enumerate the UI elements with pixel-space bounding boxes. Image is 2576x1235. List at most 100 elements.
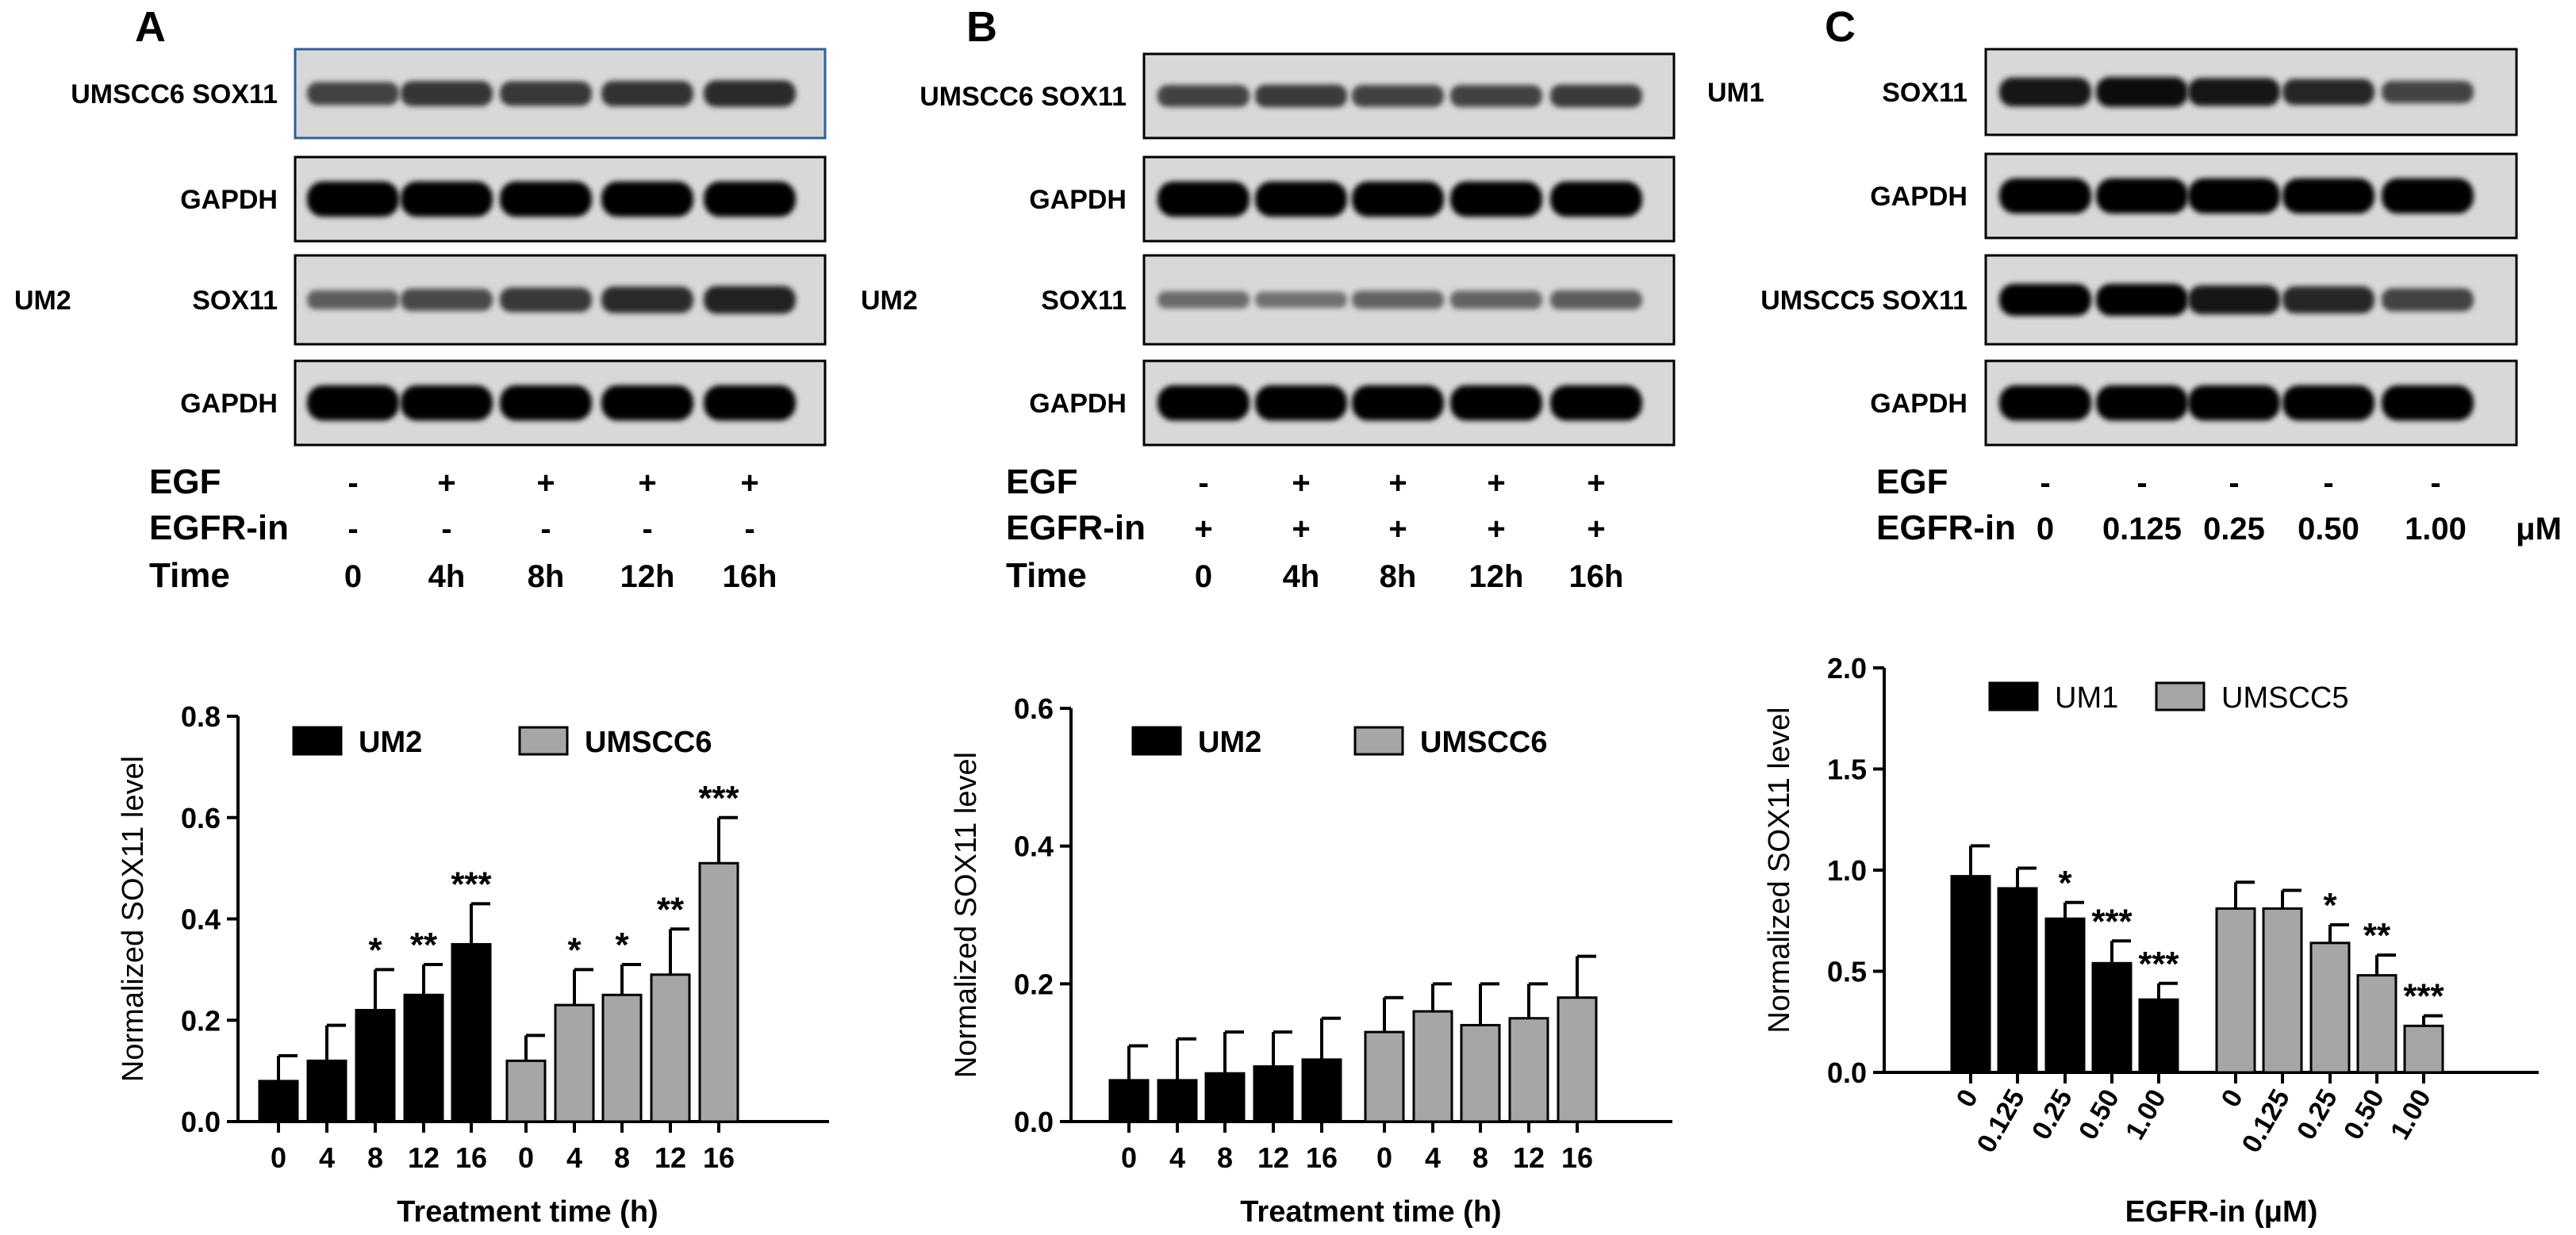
blot-band bbox=[307, 82, 399, 105]
condition-value: 1.00 bbox=[2405, 512, 2467, 547]
bar bbox=[2091, 961, 2133, 1074]
y-tick-label: 0.6 bbox=[1014, 692, 1054, 725]
blot-row: GAPDH bbox=[1029, 155, 1676, 243]
x-tick-label: 0 bbox=[518, 1141, 534, 1174]
blot-protein-label: GAPDH bbox=[1870, 182, 1968, 212]
blot-band bbox=[2282, 286, 2374, 314]
blot-protein-label: SOX11 bbox=[1041, 286, 1127, 316]
blot-band bbox=[401, 385, 493, 421]
blot-band bbox=[401, 289, 493, 311]
significance-mark: *** bbox=[2138, 945, 2179, 984]
blot-band bbox=[2096, 178, 2188, 214]
bar bbox=[1412, 1010, 1453, 1123]
blot-protein-label: GAPDH bbox=[180, 389, 278, 419]
blot-band bbox=[1352, 290, 1444, 309]
x-tick-label: 0 bbox=[2216, 1084, 2249, 1112]
blot-band bbox=[500, 287, 592, 313]
bar bbox=[306, 1059, 347, 1123]
condition-value: - bbox=[744, 512, 754, 547]
bar bbox=[1108, 1079, 1150, 1123]
blot-protein-label: UMSCC6 SOX11 bbox=[71, 79, 278, 109]
bar bbox=[1557, 996, 1598, 1123]
y-tick-label: 0.0 bbox=[181, 1106, 221, 1138]
bar bbox=[650, 973, 691, 1123]
blot-band bbox=[1550, 84, 1642, 108]
condition-value: 0 bbox=[2037, 512, 2054, 547]
condition-value: + bbox=[1388, 512, 1407, 547]
condition-row: Time 0 4h 8h 12h 16h bbox=[149, 556, 777, 595]
bar bbox=[2262, 907, 2303, 1074]
x-axis-label: EGFR-in (μM) bbox=[2125, 1195, 2318, 1229]
bar-chart-3: 0.0 0.5 1.0 1.5 2.0 Normalized SOX11 level EGF… bbox=[1763, 652, 2539, 1229]
condition-value: + bbox=[1587, 512, 1605, 547]
significance-mark: *** bbox=[698, 779, 739, 818]
condition-label: EGF bbox=[149, 462, 221, 501]
condition-value: + bbox=[536, 466, 555, 501]
condition-value: + bbox=[1388, 466, 1407, 501]
condition-value: + bbox=[437, 466, 455, 501]
condition-value: 0 bbox=[1195, 559, 1212, 594]
blot-band bbox=[1999, 77, 2091, 107]
condition-value: + bbox=[740, 466, 758, 501]
series-umscc6: 0 4 8 12 16 bbox=[1364, 954, 1598, 1174]
bar bbox=[505, 1059, 547, 1123]
blot-row: UMSCC6 SOX11 bbox=[919, 52, 1676, 140]
legend-swatch bbox=[1131, 726, 1182, 756]
x-tick-label: 8 bbox=[614, 1141, 630, 1174]
bar bbox=[1508, 1017, 1549, 1123]
blot-cell-label: UM2 bbox=[14, 286, 71, 316]
x-tick-label: 0 bbox=[1376, 1141, 1392, 1174]
blot-band bbox=[307, 385, 399, 421]
legend-swatch bbox=[292, 726, 343, 756]
blot-protein-label: SOX11 bbox=[1882, 78, 1968, 108]
significance-mark: * bbox=[2058, 864, 2072, 903]
blot-band bbox=[1999, 178, 2091, 214]
blot-band bbox=[1550, 181, 1642, 217]
condition-value: - bbox=[347, 466, 358, 501]
x-tick-label: 12 bbox=[408, 1141, 440, 1174]
condition-value: + bbox=[1292, 466, 1310, 501]
bar bbox=[1364, 1030, 1405, 1123]
condition-value: 16h bbox=[1569, 559, 1624, 594]
blot-band bbox=[2282, 178, 2374, 214]
y-axis-label: Normalized SOX11 level bbox=[1763, 707, 1796, 1033]
blot-band bbox=[1450, 181, 1542, 217]
significance-mark: ** bbox=[657, 890, 685, 929]
x-tick-label: 1.00 bbox=[2120, 1084, 2172, 1145]
blot-band bbox=[1255, 385, 1347, 421]
significance-mark: * bbox=[368, 930, 382, 969]
condition-value: - bbox=[540, 512, 551, 547]
condition-value: 4h bbox=[428, 559, 466, 594]
y-tick-label: 0.8 bbox=[181, 700, 221, 733]
condition-value: + bbox=[1487, 466, 1505, 501]
blot-protein-label: UMSCC6 SOX11 bbox=[919, 82, 1127, 112]
panel-letter: B bbox=[966, 3, 997, 51]
condition-value: + bbox=[1487, 512, 1505, 547]
blot-band bbox=[704, 80, 796, 107]
x-tick-label: 4 bbox=[1169, 1141, 1185, 1174]
y-tick-label: 2.0 bbox=[1827, 652, 1867, 685]
y-tick-label: 0.4 bbox=[1014, 830, 1054, 863]
series-um2: 0 4 8 12 16 bbox=[1108, 1016, 1342, 1174]
blot-band bbox=[1157, 85, 1250, 107]
x-tick-label: 12 bbox=[1513, 1141, 1545, 1174]
panel-letter: C bbox=[1825, 3, 1856, 51]
blot-band bbox=[1450, 290, 1542, 309]
legend: UM2 UMSCC6 bbox=[1131, 726, 1547, 759]
bar bbox=[601, 993, 643, 1123]
condition-value: - bbox=[441, 512, 451, 547]
significance-mark: *** bbox=[2403, 977, 2444, 1016]
bar bbox=[451, 942, 492, 1123]
blot-band bbox=[2096, 283, 2188, 316]
bar bbox=[2403, 1024, 2444, 1074]
bar bbox=[1253, 1065, 1294, 1123]
blot-row: GAPDH bbox=[1870, 152, 2518, 240]
x-tick-label: 0.50 bbox=[2073, 1084, 2125, 1145]
blot-band bbox=[401, 81, 493, 106]
legend-label: UM1 bbox=[2055, 681, 2118, 715]
x-tick-label: 0.25 bbox=[2026, 1084, 2079, 1145]
